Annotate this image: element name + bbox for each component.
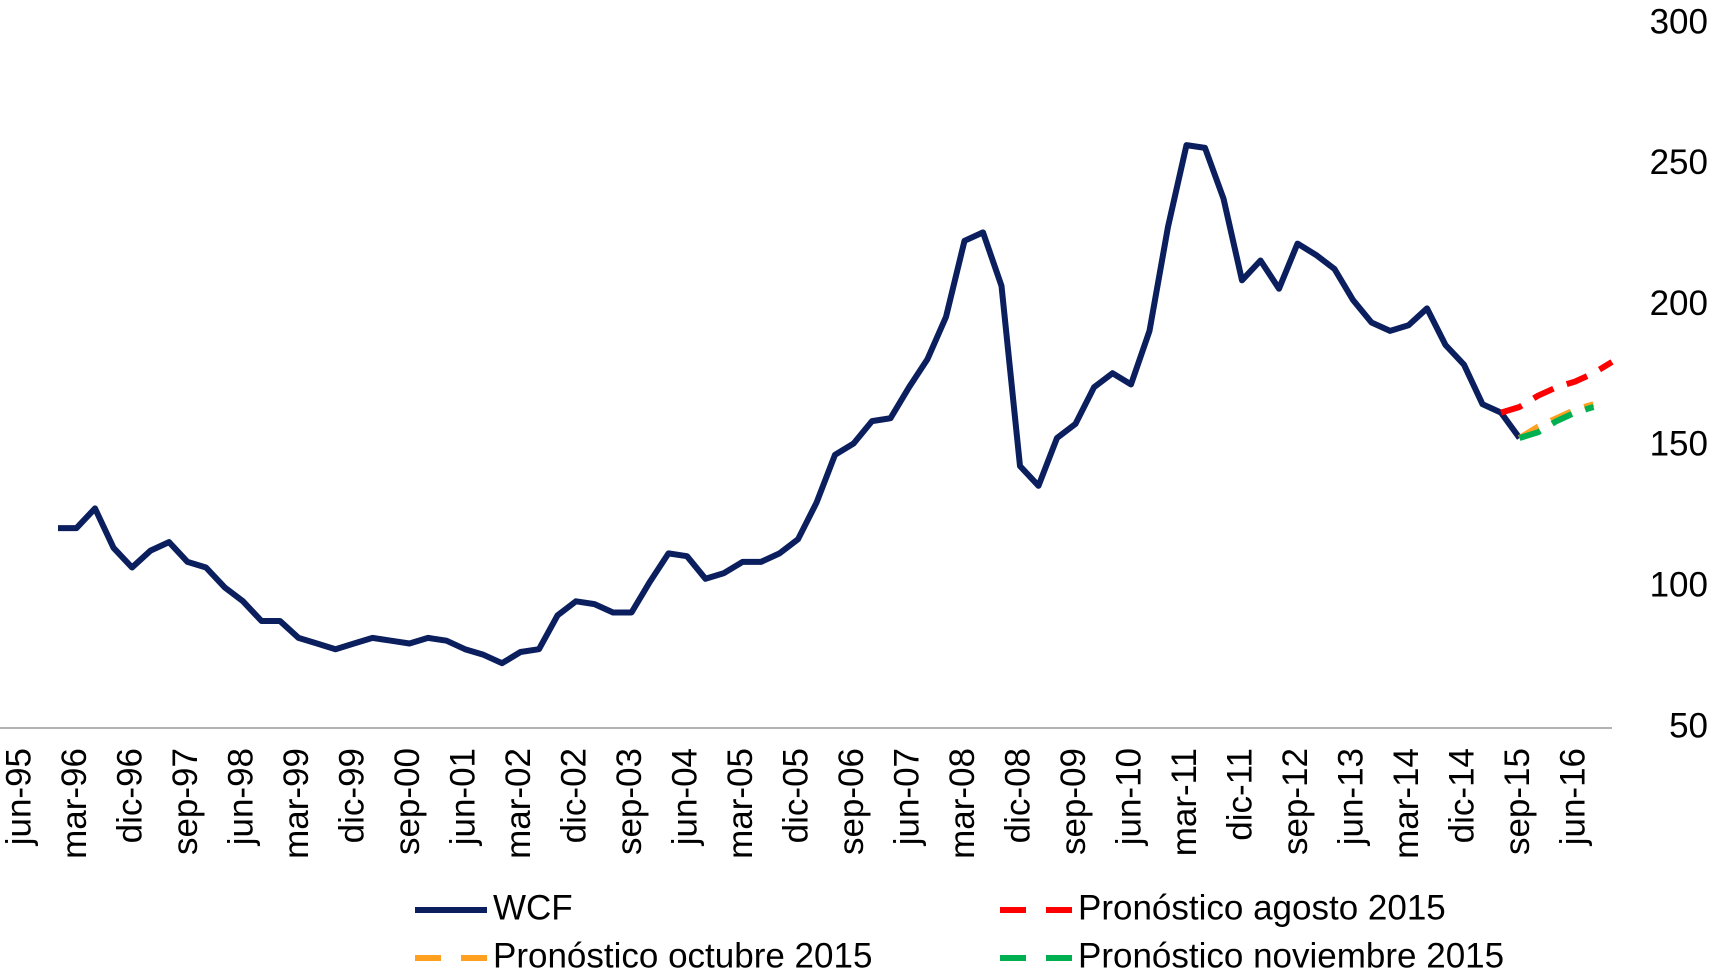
x-tick-label: jun-10 [1109, 748, 1148, 846]
x-tick-label: sep-09 [1054, 748, 1093, 855]
y-tick-label: 250 [1650, 143, 1708, 182]
x-tick-label: sep-15 [1498, 748, 1537, 855]
x-tick-label: dic-02 [554, 748, 593, 843]
x-tick-label: dic-14 [1442, 748, 1481, 843]
series-line [58, 142, 1522, 667]
x-tick-label: mar-96 [55, 748, 94, 859]
series-line [1518, 404, 1595, 441]
x-tick-label: sep-97 [166, 748, 205, 855]
x-tick-label: jun-95 [0, 748, 38, 846]
x-tick-label: jun-07 [887, 748, 926, 846]
x-tick-label: dic-96 [110, 748, 149, 843]
x-tick-label: mar-08 [943, 748, 982, 859]
legend-label: Pronóstico agosto 2015 [1078, 888, 1446, 927]
y-tick-label: 200 [1650, 284, 1708, 323]
legend-label: Pronóstico noviembre 2015 [1078, 936, 1504, 974]
x-tick-label: mar-14 [1387, 748, 1426, 859]
x-tick-label: dic-11 [1220, 748, 1259, 841]
x-tick-label: mar-05 [721, 748, 760, 859]
y-tick-label: 50 [1669, 706, 1708, 745]
x-tick-label: dic-99 [332, 748, 371, 843]
x-tick-label: mar-11 [1165, 748, 1204, 856]
x-tick-label: mar-02 [499, 748, 538, 859]
legend-label: Pronóstico octubre 2015 [493, 936, 872, 974]
x-tick-label: jun-98 [221, 748, 260, 846]
x-tick-label: dic-08 [998, 748, 1037, 843]
x-tick-label: sep-00 [388, 748, 427, 855]
x-tick-label: jun-04 [665, 748, 704, 846]
x-tick-label: mar-99 [277, 748, 316, 859]
legend-label: WCF [493, 888, 573, 927]
x-tick-label: dic-05 [776, 748, 815, 843]
x-tick-label: jun-13 [1331, 748, 1370, 846]
x-tick-label: jun-16 [1553, 748, 1592, 846]
y-tick-label: 100 [1650, 565, 1708, 604]
y-tick-label: 300 [1650, 2, 1708, 41]
x-tick-label: sep-12 [1276, 748, 1315, 855]
series-line [1500, 359, 1614, 416]
x-tick-label: jun-01 [443, 748, 482, 846]
x-tick-label: sep-03 [610, 748, 649, 855]
y-tick-label: 150 [1650, 425, 1708, 464]
x-tick-label: sep-06 [832, 748, 871, 855]
